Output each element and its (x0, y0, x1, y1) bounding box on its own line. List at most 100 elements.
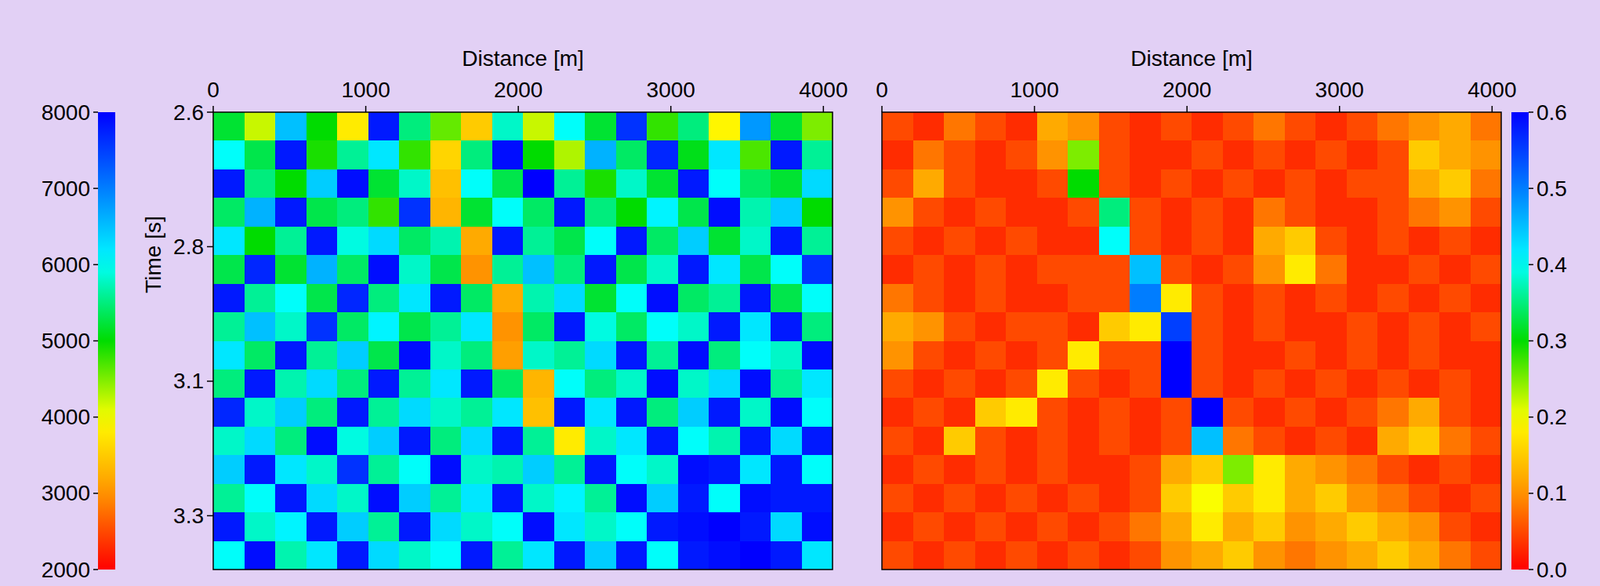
cell (1470, 369, 1503, 399)
cell (522, 483, 555, 513)
colorbar-tick (93, 492, 98, 494)
cell (399, 397, 431, 427)
cell (306, 483, 338, 513)
cell (740, 254, 772, 284)
cell (1470, 341, 1503, 371)
cell (1129, 483, 1161, 513)
cell (708, 483, 741, 513)
cell (740, 169, 772, 199)
cell (1346, 197, 1379, 227)
colorbar-tick-label: 0.4 (1536, 252, 1568, 277)
cell (1160, 169, 1193, 199)
cell (1191, 369, 1223, 399)
cell (770, 254, 802, 284)
cell (801, 369, 834, 399)
cell (881, 540, 914, 570)
cell (1346, 312, 1379, 342)
cell (275, 454, 307, 484)
cell (430, 112, 462, 142)
x-tick-label: 2000 (493, 77, 543, 102)
x-axis-title: Distance [m] (1130, 46, 1253, 71)
cell (1037, 369, 1069, 399)
cell (1377, 283, 1409, 313)
cell (368, 312, 400, 342)
cell (213, 283, 245, 313)
cell (1470, 112, 1503, 142)
cell (740, 369, 772, 399)
cell (460, 511, 493, 541)
cell (1253, 454, 1285, 484)
cell (554, 540, 586, 570)
cell (522, 511, 555, 541)
cell (881, 369, 914, 399)
cell (1315, 169, 1347, 199)
y-tick (206, 111, 214, 113)
cell (492, 341, 524, 371)
cell (1005, 369, 1038, 399)
cell (1067, 283, 1100, 313)
cell (368, 140, 400, 170)
cell (1284, 454, 1317, 484)
cell (460, 197, 493, 227)
cell (1346, 254, 1379, 284)
x-tick (517, 105, 519, 113)
cell (975, 426, 1007, 456)
cell (708, 454, 741, 484)
cell (213, 112, 245, 142)
cell (616, 397, 648, 427)
cell (368, 283, 400, 313)
cell (1377, 483, 1409, 513)
cell (1408, 226, 1441, 256)
cell (708, 254, 741, 284)
cell (399, 197, 431, 227)
cell (881, 483, 914, 513)
cell (430, 140, 462, 170)
cell (1408, 283, 1441, 313)
cell (1067, 226, 1100, 256)
cell (1470, 426, 1503, 456)
cell (244, 312, 276, 342)
cell (943, 169, 976, 199)
colorbar (97, 112, 116, 570)
cell (337, 254, 369, 284)
y-tick (206, 380, 214, 382)
cell (770, 226, 802, 256)
cell (1253, 511, 1285, 541)
cell (275, 197, 307, 227)
cell (1346, 454, 1379, 484)
cell (1470, 454, 1503, 484)
cell (881, 197, 914, 227)
x-tick (1491, 105, 1494, 113)
panel-0: 01000200030004000Distance [m]2.62.83.13.… (41, 46, 849, 582)
cell (584, 397, 617, 427)
cell (913, 254, 945, 284)
cell (213, 369, 245, 399)
cell (584, 426, 617, 456)
cell (554, 112, 586, 142)
cell (1439, 169, 1471, 199)
cell (1191, 197, 1223, 227)
cell (881, 341, 914, 371)
cell (646, 197, 679, 227)
cell (770, 483, 802, 513)
cell (975, 254, 1007, 284)
cell (740, 397, 772, 427)
cell (1160, 341, 1193, 371)
cell (1129, 540, 1161, 570)
cell (770, 426, 802, 456)
cell (943, 283, 976, 313)
cell (1253, 397, 1285, 427)
cell (492, 112, 524, 142)
cell (1129, 283, 1161, 313)
cell (1408, 426, 1441, 456)
cell (1037, 341, 1069, 371)
cell (554, 341, 586, 371)
cell (1129, 140, 1161, 170)
cell (943, 454, 976, 484)
cell (1005, 483, 1038, 513)
cell (1470, 254, 1503, 284)
panel-1: 01000200030004000Distance [m]0.00.10.20.… (875, 46, 1568, 582)
cell (1284, 483, 1317, 513)
cell (801, 254, 834, 284)
cell (708, 283, 741, 313)
